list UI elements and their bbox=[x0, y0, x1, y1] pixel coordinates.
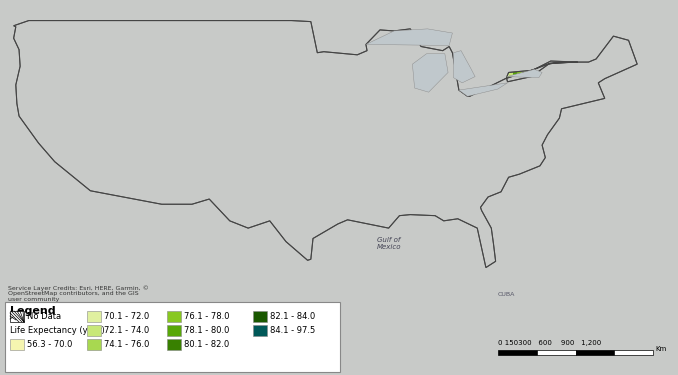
Bar bbox=[576, 350, 614, 355]
Bar bbox=[167, 325, 181, 336]
Bar bbox=[167, 311, 181, 322]
Bar bbox=[87, 325, 101, 336]
Polygon shape bbox=[0, 0, 678, 45]
Polygon shape bbox=[459, 83, 508, 96]
Bar bbox=[253, 325, 267, 336]
Text: 56.3 - 70.0: 56.3 - 70.0 bbox=[27, 340, 73, 349]
Text: No Data: No Data bbox=[27, 312, 61, 321]
Bar bbox=[10, 339, 24, 350]
Text: Gulf of
Mexico: Gulf of Mexico bbox=[376, 237, 401, 250]
Bar bbox=[537, 350, 576, 355]
Polygon shape bbox=[366, 29, 452, 45]
Text: 82.1 - 84.0: 82.1 - 84.0 bbox=[270, 312, 315, 321]
Bar bbox=[10, 311, 24, 322]
Bar bbox=[87, 311, 101, 322]
Text: 72.1 - 74.0: 72.1 - 74.0 bbox=[104, 326, 149, 335]
Text: 70.1 - 72.0: 70.1 - 72.0 bbox=[104, 312, 149, 321]
FancyBboxPatch shape bbox=[5, 302, 340, 372]
Polygon shape bbox=[454, 51, 475, 83]
Text: 76.1 - 78.0: 76.1 - 78.0 bbox=[184, 312, 229, 321]
Text: CUBA: CUBA bbox=[498, 292, 515, 297]
Polygon shape bbox=[506, 69, 542, 78]
Bar bbox=[87, 339, 101, 350]
Bar bbox=[253, 311, 267, 322]
Bar bbox=[614, 350, 653, 355]
Text: Life Expectancy (year): Life Expectancy (year) bbox=[10, 326, 104, 335]
Bar bbox=[167, 339, 181, 350]
Text: 78.1 - 80.0: 78.1 - 80.0 bbox=[184, 326, 229, 335]
Text: 74.1 - 76.0: 74.1 - 76.0 bbox=[104, 340, 149, 349]
Text: Legend: Legend bbox=[10, 306, 56, 316]
Text: Km: Km bbox=[655, 346, 666, 352]
Text: Service Layer Credits: Esri, HERE, Garmin, ©
OpenStreetMap contributors, and the: Service Layer Credits: Esri, HERE, Garmi… bbox=[8, 285, 149, 302]
Polygon shape bbox=[412, 54, 448, 92]
Text: 84.1 - 97.5: 84.1 - 97.5 bbox=[270, 326, 315, 335]
Text: 80.1 - 82.0: 80.1 - 82.0 bbox=[184, 340, 229, 349]
Bar bbox=[498, 350, 537, 355]
Text: 0 150300   600    900   1,200: 0 150300 600 900 1,200 bbox=[498, 340, 601, 346]
